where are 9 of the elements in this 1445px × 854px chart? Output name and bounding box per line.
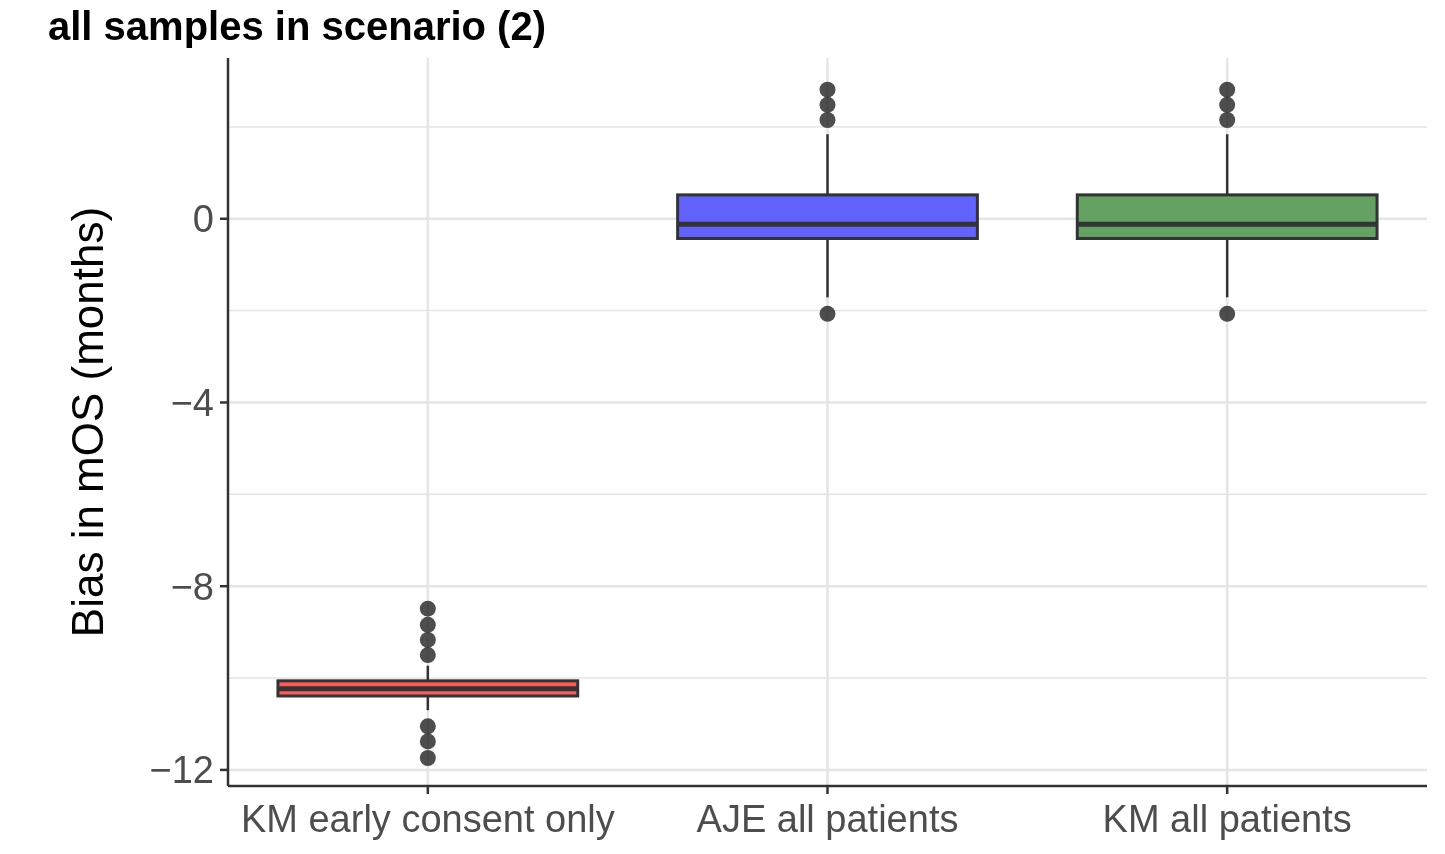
y-tick-label: −12 <box>149 749 214 792</box>
y-axis-title: Bias in mOS (months) <box>63 206 112 638</box>
y-tick-label: −8 <box>170 565 214 608</box>
chart-title: all samples in scenario (2) <box>48 4 546 48</box>
x-tick-label: KM early consent only <box>240 798 615 840</box>
x-tick-label: KM all patients <box>1102 798 1352 840</box>
y-tick-label: 0 <box>192 198 214 241</box>
y-tick-label: −4 <box>170 381 214 424</box>
x-tick-label: AJE all patients <box>696 798 959 840</box>
